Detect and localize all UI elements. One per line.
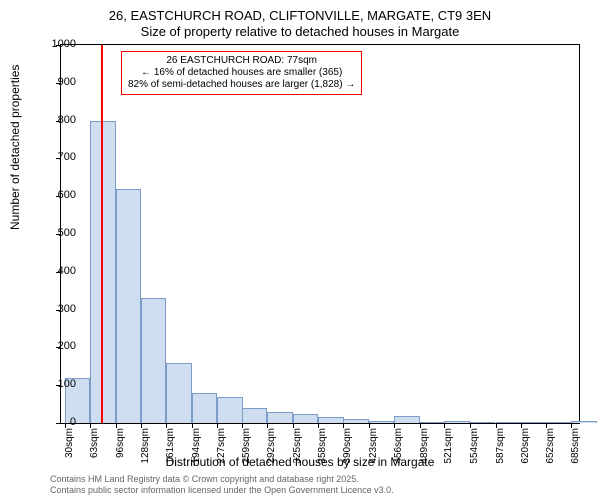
x-tick-label: 194sqm [191,428,202,468]
footer-line1: Contains HM Land Registry data © Crown c… [50,474,394,485]
callout-line2: ← 16% of detached houses are smaller (36… [128,67,355,79]
chart-container: 26, EASTCHURCH ROAD, CLIFTONVILLE, MARGA… [0,0,600,500]
histogram-bar [116,189,142,423]
x-tick-label: 423sqm [368,428,379,468]
x-tick-label: 358sqm [317,428,328,468]
y-tick-label: 800 [36,114,76,126]
x-tick-label: 325sqm [292,428,303,468]
x-tick-label: 652sqm [545,428,556,468]
histogram-bar [470,422,496,423]
x-tick-label: 161sqm [165,428,176,468]
x-tick-label: 456sqm [393,428,404,468]
y-tick-label: 900 [36,76,76,88]
histogram-bar [394,416,420,423]
x-tick-label: 554sqm [469,428,480,468]
x-tick-label: 685sqm [570,428,581,468]
y-axis-label: Number of detached properties [8,65,22,230]
x-tick-label: 390sqm [342,428,353,468]
x-tick-label: 96sqm [115,428,126,468]
y-tick-label: 1000 [36,38,76,50]
y-tick-label: 0 [36,416,76,428]
y-tick-label: 700 [36,151,76,163]
histogram-bar [318,417,344,423]
x-tick-label: 292sqm [266,428,277,468]
x-tick-label: 128sqm [140,428,151,468]
y-tick-label: 200 [36,340,76,352]
histogram-bar [217,397,243,423]
histogram-bar [192,393,218,423]
x-tick-label: 227sqm [216,428,227,468]
x-tick-label: 259sqm [241,428,252,468]
histogram-bar [369,421,395,423]
y-tick-label: 100 [36,378,76,390]
histogram-bar [343,419,369,423]
callout-box: 26 EASTCHURCH ROAD: 77sqm ← 16% of detac… [121,51,362,95]
histogram-bar [444,421,470,423]
x-tick-label: 63sqm [89,428,100,468]
histogram-bar [496,422,522,423]
chart-title-line1: 26, EASTCHURCH ROAD, CLIFTONVILLE, MARGA… [0,8,600,23]
reference-line [101,45,103,423]
callout-line3: 82% of semi-detached houses are larger (… [128,79,355,91]
histogram-bar [166,363,192,423]
y-tick-label: 500 [36,227,76,239]
x-tick-label: 30sqm [64,428,75,468]
x-tick-label: 489sqm [419,428,430,468]
x-tick-label: 521sqm [443,428,454,468]
histogram-bar [141,298,167,423]
x-tick-label: 620sqm [520,428,531,468]
histogram-bar [546,422,572,423]
histogram-bar [571,421,597,423]
histogram-bar [521,422,547,423]
histogram-bar [293,414,319,423]
histogram-bar [242,408,268,423]
plot-area: 26 EASTCHURCH ROAD: 77sqm ← 16% of detac… [60,44,580,424]
y-tick-label: 400 [36,265,76,277]
footer: Contains HM Land Registry data © Crown c… [50,474,394,496]
x-tick-label: 587sqm [495,428,506,468]
callout-line1: 26 EASTCHURCH ROAD: 77sqm [128,55,355,67]
histogram-bar [267,412,293,423]
chart-title-line2: Size of property relative to detached ho… [0,24,600,39]
y-tick-label: 600 [36,189,76,201]
histogram-bar [420,422,446,423]
y-tick-label: 300 [36,303,76,315]
footer-line2: Contains public sector information licen… [50,485,394,496]
